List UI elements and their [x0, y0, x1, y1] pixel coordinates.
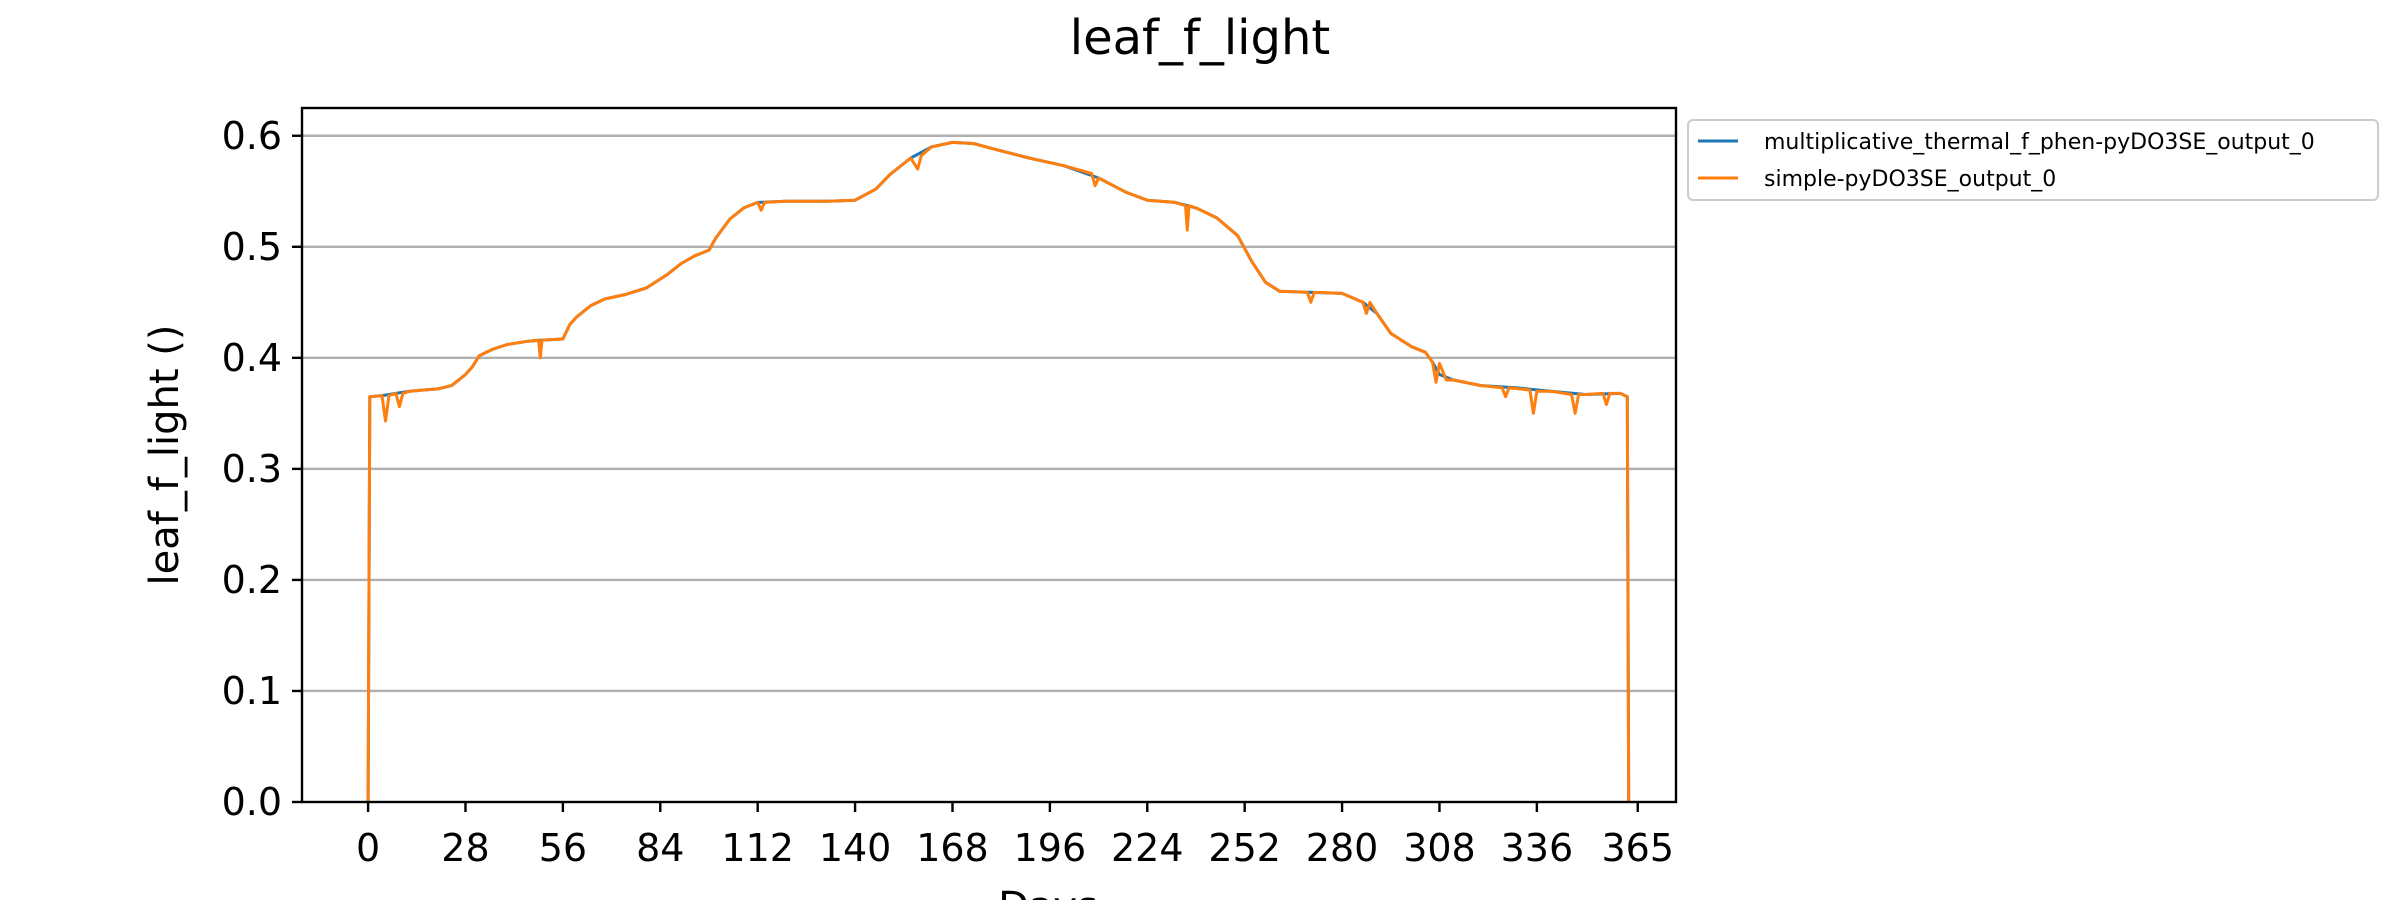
y-axis-ticks: 0.0 0.1 0.2 0.3 0.4 0.5 0.6 [222, 114, 302, 824]
series-line-0 [366, 140, 1631, 803]
plot-frame [300, 106, 1678, 804]
series-line-1 [366, 140, 1631, 803]
x-tick-label: 140 [819, 826, 892, 870]
chart-title: leaf_f_light [1070, 10, 1330, 66]
x-axis-ticks: 0 28 56 84 112 140 168 196 224 252 280 308 336 365 [356, 802, 1674, 870]
x-tick-label: 196 [1014, 826, 1087, 870]
y-tick-label: 0.0 [222, 780, 282, 824]
x-tick-label: 168 [916, 826, 989, 870]
y-tick-label: 0.3 [222, 447, 282, 491]
x-tick-label: 0 [356, 826, 380, 870]
x-tick-label: 84 [636, 826, 684, 870]
x-tick-label: 365 [1601, 826, 1674, 870]
y-axis-label: leaf_f_light () [142, 325, 188, 586]
series-lines [366, 140, 1631, 803]
legend: multiplicative_thermal_f_phen-pyDO3SE_ou… [1687, 119, 2379, 201]
x-tick-label: 28 [441, 826, 489, 870]
y-tick-label: 0.6 [222, 114, 282, 158]
x-tick-label: 280 [1306, 826, 1379, 870]
y-tick-label: 0.2 [222, 558, 282, 602]
legend-entry: multiplicative_thermal_f_phen-pyDO3SE_ou… [1764, 130, 2315, 155]
x-tick-label: 308 [1403, 826, 1476, 870]
x-tick-label: 336 [1501, 826, 1574, 870]
x-axis-label: Days [998, 884, 1098, 900]
x-tick-label: 224 [1111, 826, 1184, 870]
y-tick-label: 0.4 [222, 336, 282, 380]
x-tick-label: 112 [721, 826, 794, 870]
gridlines [302, 134, 1676, 693]
legend-box [1687, 119, 2379, 201]
x-tick-label: 56 [539, 826, 587, 870]
y-tick-label: 0.1 [222, 669, 282, 713]
x-tick-label: 252 [1208, 826, 1281, 870]
legend-entry: simple-pyDO3SE_output_0 [1764, 167, 2056, 192]
y-tick-label: 0.5 [222, 225, 282, 269]
